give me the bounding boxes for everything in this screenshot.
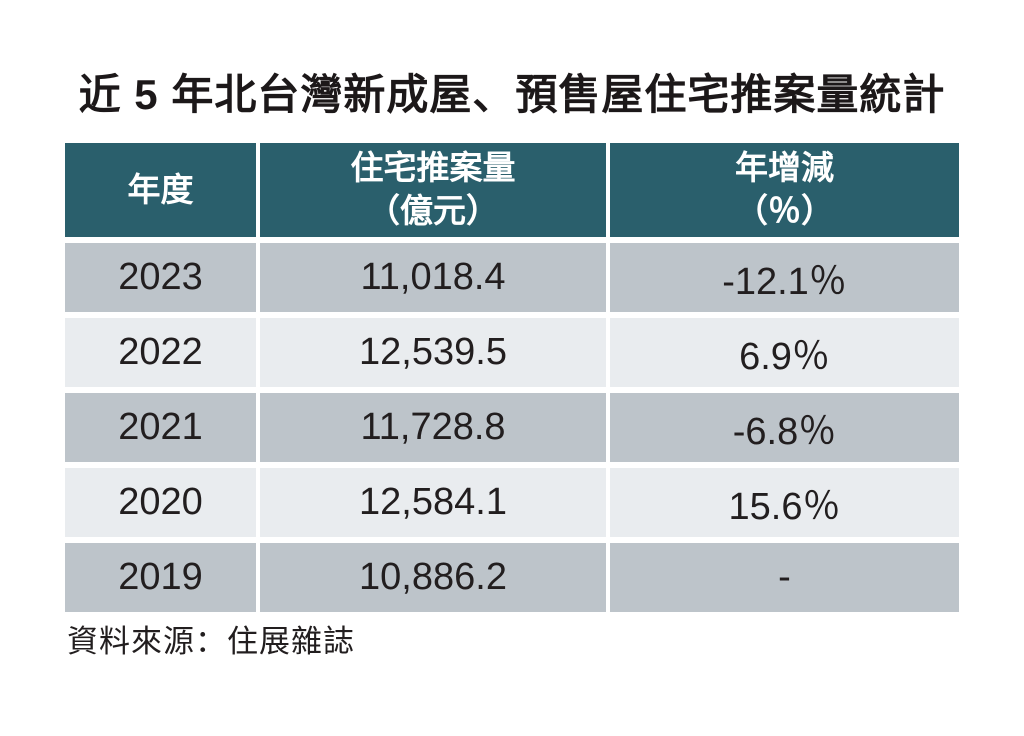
cell-volume: 12,584.1	[260, 468, 606, 537]
header-change-line1: 年增減	[735, 149, 834, 187]
cell-change: -6.8％	[610, 393, 959, 462]
cell-change: -	[610, 543, 959, 612]
cell-change: 15.6％	[610, 468, 959, 537]
cell-volume: 10,886.2	[260, 543, 606, 612]
header-volume-line2: （億元）	[367, 192, 499, 229]
cell-year: 2023	[65, 243, 256, 312]
source-note: 資料來源：住展雜誌	[67, 624, 355, 659]
header-volume-line1: 住宅推案量	[350, 149, 516, 187]
header-year-label: 年度	[127, 170, 194, 208]
header-change-line2: （％）	[735, 192, 834, 229]
header-cell-change: 年增減 （％）	[610, 143, 959, 237]
cell-year: 2021	[65, 393, 256, 462]
header-cell-year: 年度	[65, 143, 256, 237]
cell-change: 6.9％	[610, 318, 959, 387]
cell-year: 2019	[65, 543, 256, 612]
page-title: 近 5 年北台灣新成屋、預售屋住宅推案量統計	[78, 71, 946, 118]
cell-volume: 11,018.4	[260, 243, 606, 312]
cell-volume: 12,539.5	[260, 318, 606, 387]
cell-change: -12.1％	[610, 243, 959, 312]
cell-year: 2022	[65, 318, 256, 387]
cell-year: 2020	[65, 468, 256, 537]
cell-volume: 11,728.8	[260, 393, 606, 462]
statistics-table: 年度 住宅推案量 （億元） 年增減 （％） 2023 11,018.4 -12.…	[65, 143, 959, 612]
header-cell-volume: 住宅推案量 （億元）	[260, 143, 606, 237]
